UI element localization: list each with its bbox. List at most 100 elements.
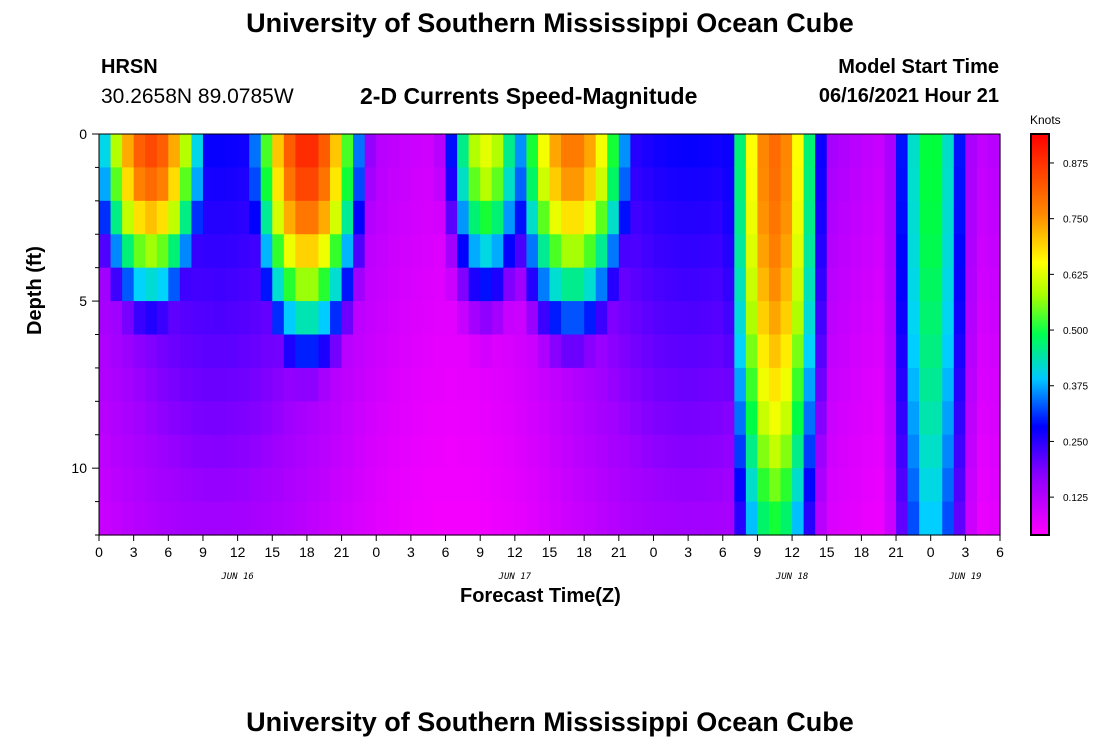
heatmap-cell bbox=[988, 267, 1001, 302]
heatmap-cell bbox=[99, 468, 112, 503]
heatmap-cell bbox=[665, 200, 678, 235]
heatmap-cell bbox=[99, 501, 112, 536]
heatmap-cell bbox=[953, 434, 966, 469]
heatmap-cell bbox=[99, 267, 112, 302]
heatmap-cell bbox=[480, 267, 493, 302]
heatmap-cell bbox=[896, 468, 909, 503]
heatmap-cell bbox=[965, 434, 978, 469]
heatmap-cell bbox=[595, 167, 608, 202]
x-tick-label: 15 bbox=[819, 544, 835, 560]
heatmap-cell bbox=[526, 434, 539, 469]
heatmap-cell bbox=[168, 434, 181, 469]
heatmap-cell bbox=[272, 134, 285, 169]
heatmap-cell bbox=[676, 267, 689, 302]
heatmap-cell bbox=[468, 434, 481, 469]
heatmap-cell bbox=[838, 468, 851, 503]
heatmap-cell bbox=[872, 434, 886, 469]
heatmap-cell bbox=[699, 334, 712, 369]
heatmap-cell bbox=[376, 200, 389, 235]
heatmap-cell bbox=[422, 367, 435, 402]
heatmap-cell bbox=[306, 367, 320, 402]
heatmap-cell bbox=[942, 468, 955, 503]
heatmap-cell bbox=[110, 367, 123, 402]
heatmap-cell bbox=[364, 334, 377, 369]
heatmap-cell bbox=[260, 301, 273, 336]
heatmap-cell bbox=[272, 234, 285, 269]
heatmap-cell bbox=[272, 167, 285, 202]
heatmap-cell bbox=[988, 367, 1001, 402]
heatmap-cell bbox=[260, 234, 273, 269]
heatmap-cell bbox=[341, 134, 354, 169]
heatmap-cell bbox=[953, 134, 966, 169]
heatmap-cell bbox=[503, 334, 516, 369]
heatmap-cell bbox=[942, 267, 955, 302]
heatmap-cell bbox=[849, 434, 862, 469]
heatmap-cell bbox=[191, 200, 204, 235]
heatmap-cell bbox=[676, 134, 689, 169]
heatmap-cell bbox=[884, 501, 897, 536]
heatmap-cell bbox=[768, 267, 782, 302]
heatmap-cell bbox=[514, 267, 527, 302]
heatmap-cell bbox=[676, 367, 689, 402]
heatmap-cell bbox=[480, 367, 493, 402]
heatmap-cell bbox=[122, 434, 135, 469]
heatmap-cell bbox=[503, 234, 516, 269]
heatmap-cell bbox=[884, 401, 897, 436]
heatmap-cell bbox=[214, 267, 227, 302]
heatmap-cell bbox=[803, 167, 816, 202]
heatmap-cell bbox=[410, 468, 424, 503]
heatmap-cell bbox=[768, 134, 782, 169]
heatmap-cell bbox=[445, 134, 458, 169]
heatmap-cell bbox=[953, 367, 966, 402]
heatmap-cell bbox=[595, 334, 608, 369]
heatmap-cell bbox=[826, 200, 839, 235]
heatmap-cell bbox=[537, 134, 551, 169]
heatmap-cell bbox=[838, 200, 851, 235]
heatmap-cell bbox=[849, 367, 862, 402]
heatmap-cell bbox=[953, 501, 966, 536]
heatmap-cell bbox=[260, 468, 273, 503]
heatmap-cell bbox=[953, 167, 966, 202]
heatmap-cell bbox=[699, 200, 712, 235]
heatmap-cell bbox=[156, 267, 169, 302]
heatmap-cell bbox=[480, 468, 493, 503]
heatmap-cell bbox=[884, 301, 897, 336]
heatmap-cell bbox=[942, 434, 955, 469]
heatmap-cell bbox=[584, 367, 597, 402]
heatmap-cell bbox=[422, 167, 435, 202]
heatmap-cell bbox=[988, 167, 1001, 202]
heatmap-cell bbox=[688, 167, 701, 202]
heatmap-cell bbox=[757, 267, 770, 302]
heatmap-cell bbox=[226, 200, 239, 235]
heatmap-cell bbox=[503, 267, 516, 302]
heatmap-cell bbox=[145, 501, 158, 536]
heatmap-cell bbox=[607, 401, 620, 436]
heatmap-cell bbox=[503, 468, 516, 503]
heatmap-cell bbox=[607, 301, 620, 336]
heatmap-cell bbox=[572, 134, 585, 169]
heatmap-cell bbox=[792, 334, 805, 369]
heatmap-cell bbox=[179, 234, 193, 269]
heatmap-cell bbox=[526, 468, 539, 503]
x-day-label: JUN 18 bbox=[775, 572, 809, 582]
x-tick-label: 21 bbox=[334, 544, 350, 560]
heatmap-cell bbox=[768, 200, 782, 235]
heatmap-cell bbox=[838, 234, 851, 269]
heatmap-cell bbox=[976, 367, 990, 402]
heatmap-cell bbox=[272, 267, 285, 302]
heatmap-cell bbox=[353, 234, 366, 269]
heatmap-cell bbox=[930, 267, 943, 302]
heatmap-cell bbox=[826, 401, 839, 436]
heatmap-cell bbox=[641, 401, 655, 436]
heatmap-cell bbox=[526, 367, 539, 402]
colorbar-tick-label: 0.750 bbox=[1063, 215, 1088, 226]
heatmap-cell bbox=[884, 367, 897, 402]
x-tick-label: 0 bbox=[650, 544, 658, 560]
heatmap-cell bbox=[618, 200, 631, 235]
heatmap-cell bbox=[711, 234, 724, 269]
heatmap-cell bbox=[503, 501, 516, 536]
heatmap-cell bbox=[306, 334, 320, 369]
heatmap-cell bbox=[907, 200, 920, 235]
heatmap-cell bbox=[156, 167, 169, 202]
heatmap-cell bbox=[722, 434, 735, 469]
